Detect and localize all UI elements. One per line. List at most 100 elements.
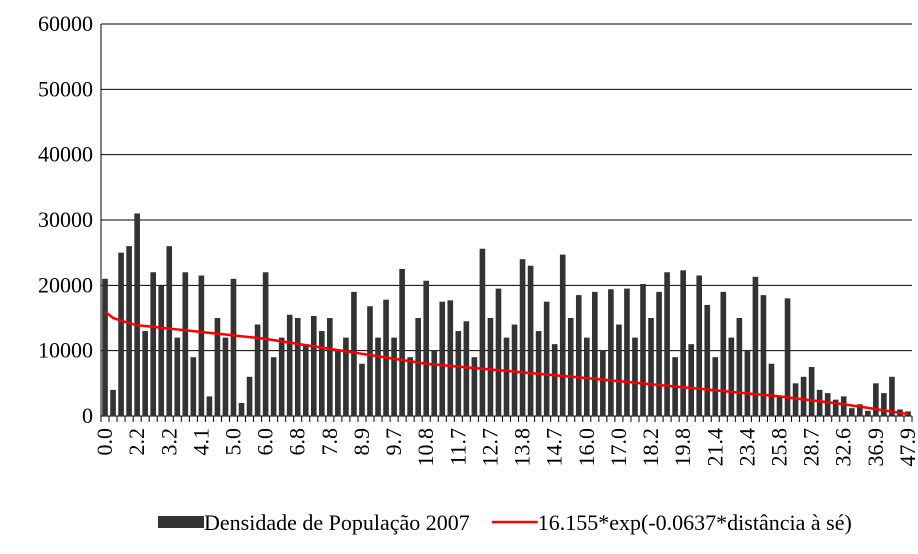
bar (134, 213, 140, 416)
bar (286, 314, 293, 416)
bar (559, 254, 566, 416)
bar (126, 246, 132, 416)
bar (736, 318, 743, 416)
bar (302, 344, 309, 416)
bar (495, 288, 502, 416)
bar (567, 318, 574, 416)
x-tick-label: 11.7 (445, 428, 470, 466)
bar (640, 284, 646, 416)
y-tick-label: 10000 (38, 338, 93, 363)
bar (118, 252, 124, 416)
bar (455, 331, 462, 416)
bar (222, 337, 229, 416)
bar (696, 275, 703, 416)
bar (479, 248, 486, 416)
bar (744, 350, 751, 416)
bar (214, 318, 221, 416)
bar (608, 289, 614, 416)
bar (198, 275, 205, 416)
bar (158, 285, 165, 416)
x-tick-label: 28.7 (799, 428, 824, 467)
y-tick-label: 50000 (38, 76, 93, 101)
bar (166, 246, 173, 416)
bar (856, 404, 863, 416)
x-tick-label: 13.8 (510, 428, 535, 467)
bar (254, 324, 261, 416)
bar (543, 301, 550, 416)
bar (262, 272, 269, 416)
bar (511, 324, 518, 416)
x-tick-label: 6.8 (285, 428, 310, 456)
bar (359, 363, 365, 416)
x-tick-label: 0.0 (92, 428, 117, 456)
bar (190, 357, 197, 416)
bar (632, 337, 638, 416)
bar (664, 272, 670, 416)
bar (784, 298, 791, 416)
bar (527, 265, 534, 416)
bar (238, 402, 245, 416)
bar (808, 367, 815, 416)
bar (447, 300, 454, 416)
x-tick-label: 23.4 (734, 428, 759, 467)
bar (278, 337, 285, 416)
bar (391, 337, 397, 416)
bar (415, 318, 421, 416)
bar (865, 410, 871, 416)
bar (150, 272, 157, 416)
x-tick-label: 19.8 (670, 428, 695, 467)
legend-label: 16.155*exp(-0.0637*distância à sé) (538, 510, 852, 535)
x-tick-label: 7.8 (317, 428, 342, 456)
bar (102, 278, 108, 416)
bar (343, 337, 349, 416)
bar (656, 291, 662, 416)
y-tick-label: 30000 (38, 207, 93, 232)
bar (399, 269, 405, 416)
bar (351, 291, 357, 416)
x-tick-label: 18.2 (638, 428, 663, 467)
x-tick-label: 10.8 (413, 428, 438, 467)
x-tick-label: 6.0 (253, 428, 278, 456)
bar (824, 393, 831, 416)
x-tick-label: 4.1 (188, 428, 213, 456)
bar (327, 318, 333, 416)
x-tick-label: 21.4 (702, 428, 727, 467)
legend-swatch (158, 516, 204, 528)
bar (110, 389, 116, 416)
bar (423, 280, 430, 416)
bar (889, 376, 895, 416)
bar (688, 344, 694, 416)
bar (768, 363, 775, 416)
bar (310, 316, 317, 416)
bar (463, 321, 470, 416)
bar (407, 357, 413, 416)
bar (648, 318, 654, 416)
y-tick-label: 20000 (38, 272, 93, 297)
bar (600, 350, 606, 416)
bar (832, 399, 839, 416)
bar (246, 376, 253, 416)
bar (720, 291, 727, 416)
bar (575, 295, 582, 416)
bar (776, 396, 783, 416)
x-tick-label: 12.7 (477, 428, 502, 467)
x-tick-label: 25.8 (767, 428, 792, 467)
x-tick-label: 36.9 (863, 428, 888, 467)
bar (471, 357, 478, 416)
bar (142, 331, 148, 416)
x-tick-label: 2.2 (124, 428, 149, 456)
bar (616, 324, 622, 416)
bar (270, 357, 277, 416)
bar (174, 337, 181, 416)
x-tick-label: 9.7 (381, 428, 406, 456)
x-tick-label: 5.0 (220, 428, 245, 456)
bar (182, 272, 189, 416)
bar (816, 389, 823, 416)
x-tick-label: 14.7 (542, 428, 567, 467)
y-tick-label: 0 (82, 403, 93, 428)
bar (375, 337, 381, 416)
bar (881, 393, 887, 416)
bar (728, 337, 735, 416)
bar (624, 288, 630, 416)
